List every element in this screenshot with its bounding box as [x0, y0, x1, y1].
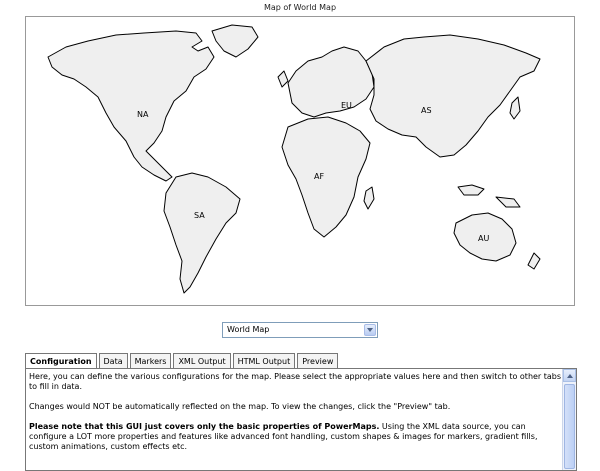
- world-map-canvas[interactable]: [26, 17, 574, 305]
- region-japan: [509, 96, 521, 120]
- scrollbar-thumb[interactable]: [564, 384, 575, 469]
- panel-scrollbar[interactable]: [562, 369, 576, 470]
- region-label-eu: EU: [341, 101, 352, 110]
- tab-xml-output[interactable]: XML Output: [173, 353, 231, 368]
- region-asia: [365, 34, 541, 158]
- region-australia: [453, 212, 517, 262]
- tab-markers[interactable]: Markers: [129, 353, 172, 368]
- region-new-guinea: [495, 196, 521, 208]
- region-new-zealand: [527, 252, 541, 270]
- tab-html-output[interactable]: HTML Output: [232, 353, 296, 368]
- chevron-down-icon[interactable]: [364, 324, 376, 336]
- region-greenland: [211, 24, 259, 58]
- region-europe: [287, 46, 375, 118]
- region-label-na: NA: [137, 110, 149, 119]
- tab-configuration[interactable]: Configuration: [25, 353, 97, 369]
- region-indonesia: [457, 184, 485, 196]
- tab-preview[interactable]: Preview: [297, 353, 339, 368]
- region-label-af: AF: [314, 172, 325, 181]
- region-africa: [281, 116, 371, 238]
- region-north-america: [47, 30, 215, 182]
- panel-paragraph-3: Please note that this GUI just covers on…: [29, 422, 563, 452]
- region-south-america: [163, 172, 241, 294]
- configuration-panel: Here, you can define the various configu…: [25, 368, 577, 471]
- panel-paragraph-3-rest: Using the XML data source, you can confi…: [29, 422, 538, 451]
- panel-paragraph-1: Here, you can define the various configu…: [29, 372, 562, 391]
- scroll-up-icon[interactable]: [563, 369, 576, 382]
- panel-content: Here, you can define the various configu…: [29, 372, 563, 462]
- panel-paragraph-2: Changes would NOT be automatically refle…: [29, 402, 451, 411]
- panel-paragraph-3-bold: Please note that this GUI just covers on…: [29, 422, 380, 431]
- map-selector-value: World Map: [227, 325, 270, 334]
- tab-bar: Configuration Data Markers XML Output HT…: [25, 353, 339, 369]
- map-selector[interactable]: World Map: [222, 322, 378, 338]
- region-uk: [277, 70, 289, 88]
- region-label-as: AS: [421, 106, 432, 115]
- region-label-sa: SA: [194, 211, 205, 220]
- map-title: Map of World Map: [263, 3, 337, 12]
- region-label-au: AU: [478, 234, 490, 243]
- world-map[interactable]: NA EU AS AF SA AU: [25, 16, 575, 306]
- region-madagascar: [363, 186, 375, 210]
- tab-data[interactable]: Data: [98, 353, 128, 368]
